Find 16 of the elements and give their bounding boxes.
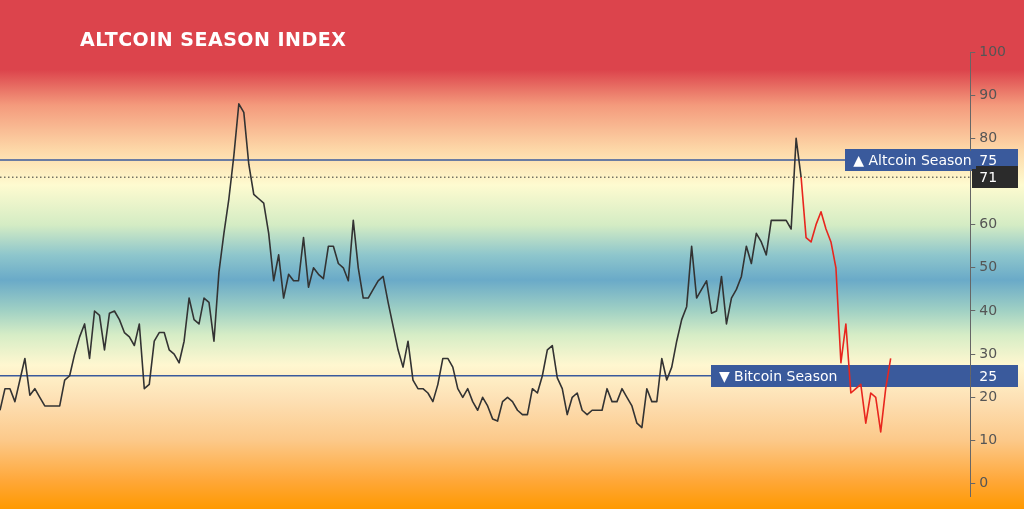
y-tick-label: 100 [979, 42, 1007, 59]
y-tick-label: 90 [979, 85, 998, 102]
y-tick-label: 60 [979, 215, 998, 232]
y-tick-label: 50 [979, 258, 998, 275]
y-tick-label: 30 [979, 344, 998, 361]
y-tick-label: 0 [979, 474, 989, 491]
y-tick-label: 20 [979, 387, 998, 404]
ref-line-label: ▼ Bitcoin Season [714, 366, 842, 385]
y-tick-label: 40 [979, 301, 998, 318]
y-tick-label: 10 [979, 431, 998, 448]
text: 75 [979, 150, 998, 170]
text: 71 [979, 168, 998, 188]
chart-title: ALTCOIN SEASON INDEX [80, 28, 347, 50]
text: 25 [979, 366, 998, 386]
y-tick-label: 80 [979, 128, 998, 145]
ref-line-label: ▲ Altcoin Season [849, 150, 976, 169]
